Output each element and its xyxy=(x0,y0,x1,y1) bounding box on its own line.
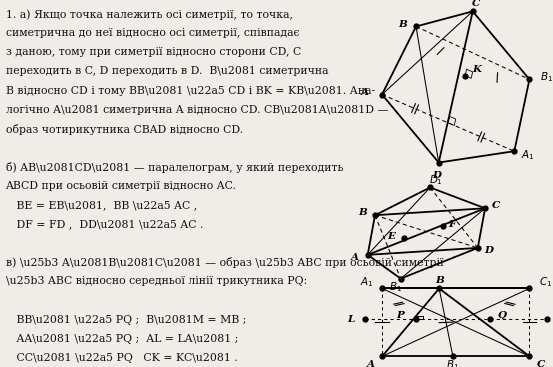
Text: C: C xyxy=(492,201,500,210)
Text: $C_1$: $C_1$ xyxy=(539,275,552,289)
Text: $B_1$: $B_1$ xyxy=(540,70,553,84)
Text: P: P xyxy=(396,311,404,320)
Text: логічно A\u2081 симетрична A відносно CD. CB\u2081A\u2081D —: логічно A\u2081 симетрична A відносно CD… xyxy=(6,105,388,115)
Text: B: B xyxy=(358,208,367,217)
Text: C: C xyxy=(472,0,481,8)
Text: BE = EB\u2081,  BB \u22a5 AC ,: BE = EB\u2081, BB \u22a5 AC , xyxy=(6,200,197,210)
Text: \u25b3 ABC відносно середньої лінії трикутника PQ:: \u25b3 ABC відносно середньої лінії трик… xyxy=(6,276,307,286)
Text: переходить в C, D переходить в D.  B\u2081 симетрична: переходить в C, D переходить в D. B\u208… xyxy=(6,66,328,76)
Text: з даною, тому при симетрії відносно сторони CD, C: з даною, тому при симетрії відносно стор… xyxy=(6,47,301,57)
Text: A: A xyxy=(367,360,374,367)
Text: L: L xyxy=(347,315,354,324)
Text: 1. а) Якщо точка належить осі симетрії, то точка,: 1. а) Якщо точка належить осі симетрії, … xyxy=(6,9,293,20)
Text: $B_1$: $B_1$ xyxy=(389,281,401,294)
Text: B відносно CD і тому BB\u2081 \u22a5 CD і BK = KB\u2081. Ана-: B відносно CD і тому BB\u2081 \u22a5 CD … xyxy=(6,86,374,95)
Text: K: K xyxy=(472,65,481,75)
Text: F: F xyxy=(448,219,456,229)
Text: б) AB\u2081CD\u2081 — паралелограм, у який переходить: б) AB\u2081CD\u2081 — паралелограм, у як… xyxy=(6,162,343,173)
Text: E: E xyxy=(388,232,395,240)
Text: D: D xyxy=(432,171,441,180)
Text: C: C xyxy=(537,360,545,367)
Text: ABCD при осьовій симетрії відносно AC.: ABCD при осьовій симетрії відносно AC. xyxy=(6,181,236,191)
Text: B: B xyxy=(435,276,444,285)
Text: симетрична до неї відносно осі симетрії, співпадає: симетрична до неї відносно осі симетрії,… xyxy=(6,28,299,38)
Text: $A_1$: $A_1$ xyxy=(359,275,373,289)
Text: AA\u2081 \u22a5 PQ ;  AL = LA\u2081 ;: AA\u2081 \u22a5 PQ ; AL = LA\u2081 ; xyxy=(6,334,238,344)
Text: DF = FD ,  DD\u2081 \u22a5 AC .: DF = FD , DD\u2081 \u22a5 AC . xyxy=(6,219,203,229)
Text: BB\u2081 \u22a5 PQ ;  B\u2081M = MB ;: BB\u2081 \u22a5 PQ ; B\u2081M = MB ; xyxy=(6,315,246,324)
Text: образ чотирикутника CBAD відносно CD.: образ чотирикутника CBAD відносно CD. xyxy=(6,124,243,135)
Text: $A_1$: $A_1$ xyxy=(521,148,534,162)
Text: A: A xyxy=(361,88,369,97)
Text: $B_1$: $B_1$ xyxy=(446,358,460,367)
Text: Q: Q xyxy=(498,311,507,320)
Text: в) \u25b3 A\u2081B\u2081C\u2081 — образ \u25b3 ABC при осьовій симетрії: в) \u25b3 A\u2081B\u2081C\u2081 — образ … xyxy=(6,257,443,268)
Text: A: A xyxy=(351,253,359,262)
Text: D: D xyxy=(484,246,493,255)
Text: B: B xyxy=(398,20,407,29)
Text: CC\u2081 \u22a5 PQ   CK = KC\u2081 .: CC\u2081 \u22a5 PQ CK = KC\u2081 . xyxy=(6,353,237,363)
Text: $D_1$: $D_1$ xyxy=(429,174,442,188)
